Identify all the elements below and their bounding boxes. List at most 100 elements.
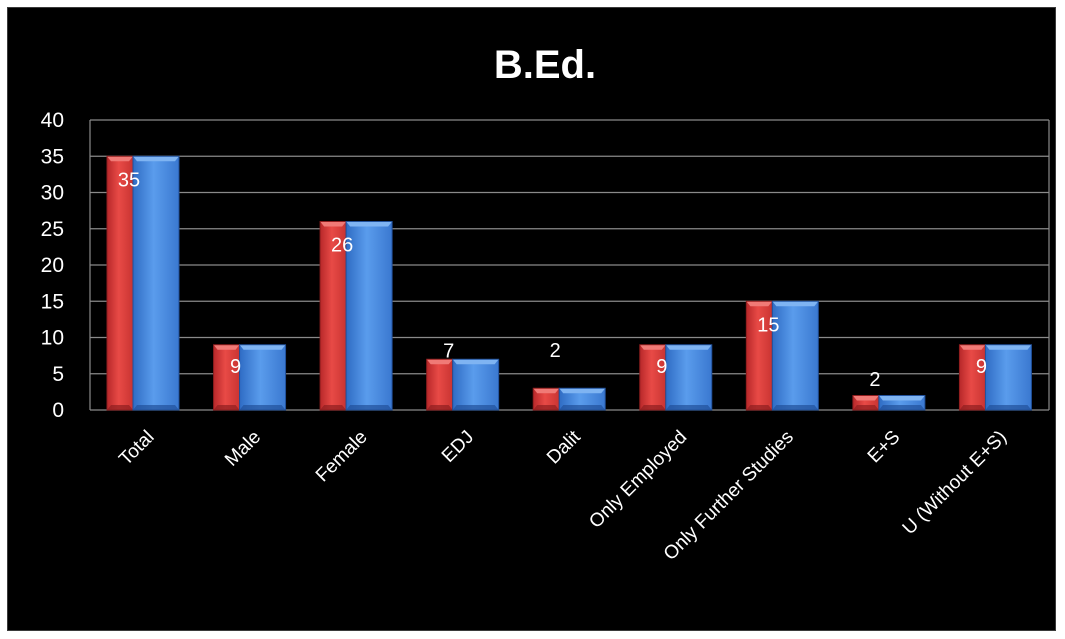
bar-face <box>772 301 819 410</box>
bar-bevel-bottom <box>452 405 499 410</box>
bar-blue-6 <box>771 300 819 411</box>
chart-frame: B.Ed. 0 5 10 15 20 25 30 35 40 35 9 26 7 2 9 15 2 9 Tota… <box>7 7 1056 631</box>
bar-red-0 <box>106 155 134 411</box>
bar-bevel-top <box>559 388 606 394</box>
y-tick-label: 40 <box>41 109 64 132</box>
y-tick-label: 25 <box>41 218 64 241</box>
bar-bevel-top <box>239 344 286 350</box>
y-tick-label: 15 <box>41 290 64 313</box>
bar-blue-3 <box>452 358 500 411</box>
y-tick-label: 20 <box>41 254 64 277</box>
bar-red-5 <box>639 344 667 411</box>
data-label-8: 9 <box>976 356 987 378</box>
category-label-4: Dalit <box>543 426 585 468</box>
category-label-2: Female <box>312 427 372 487</box>
bar-bevel-bottom <box>213 405 240 410</box>
data-labels: 35 9 26 7 2 9 15 2 9 <box>118 169 987 391</box>
bar-face <box>533 388 560 410</box>
bar-red-4 <box>532 387 560 411</box>
bar-blue-0 <box>132 155 180 411</box>
bar-bevel-top <box>533 388 560 394</box>
bar-bevel-top <box>320 221 347 227</box>
bar-outline <box>345 221 393 411</box>
bar-blue-1 <box>239 344 287 411</box>
bar-blue-2 <box>345 221 393 411</box>
bar-face <box>133 156 179 410</box>
bar-bevel-top <box>426 359 453 365</box>
bar-outline <box>239 344 287 411</box>
bar-bevel-top <box>878 395 925 401</box>
bar-face <box>320 221 347 410</box>
bar-face <box>665 344 712 410</box>
bar-bevel-bottom <box>133 405 179 410</box>
bar-outline <box>452 358 500 411</box>
category-label-3: EDJ <box>438 427 478 467</box>
bar-bevel-bottom <box>985 405 1032 410</box>
bar-face <box>426 359 453 410</box>
bar-red-7 <box>852 395 880 411</box>
bar-outline <box>984 344 1032 411</box>
bar-bevel-bottom <box>239 405 286 410</box>
category-label-1: Male <box>221 427 265 471</box>
bar-bevel-bottom <box>852 405 879 410</box>
data-label-7: 2 <box>869 369 880 391</box>
bar-red-8 <box>958 344 986 411</box>
bar-bevel-top <box>746 301 773 307</box>
bar-face <box>107 156 133 410</box>
y-tick-label: 5 <box>52 363 64 386</box>
bar-bevel-bottom <box>107 405 133 410</box>
y-tick-label: 0 <box>52 399 64 422</box>
category-labels: Total Male Female EDJ Dalit Only EmployedOnly… <box>115 426 1011 565</box>
bar-blue-4 <box>558 387 606 411</box>
data-label-5: 9 <box>656 356 667 378</box>
bar-face <box>985 344 1032 410</box>
bar-bevel-bottom <box>533 405 560 410</box>
data-label-2: 26 <box>331 235 353 257</box>
bar-outline <box>132 155 180 411</box>
bar-face <box>959 344 986 410</box>
bar-face <box>213 344 240 410</box>
data-label-0: 35 <box>118 169 140 191</box>
bar-bevel-bottom <box>559 405 606 410</box>
bar-face <box>639 344 666 410</box>
data-label-4: 2 <box>550 340 561 362</box>
bar-bevel-top <box>639 344 666 350</box>
category-label-7: E+S <box>864 427 905 468</box>
bar-outline <box>878 395 926 411</box>
bar-red-3 <box>426 358 454 411</box>
bar-blue-5 <box>665 344 713 411</box>
bar-bevel-top <box>213 344 240 350</box>
bar-bevel-bottom <box>665 405 712 410</box>
bar-face <box>746 301 773 410</box>
category-label-0: Total <box>115 427 158 470</box>
bar-outline <box>771 300 819 411</box>
bar-bevel-top <box>107 156 133 162</box>
bar-red-2 <box>319 221 347 411</box>
bar-bevel-top <box>852 395 879 401</box>
bar-red-1 <box>213 344 241 411</box>
bar-blue-8 <box>984 344 1032 411</box>
bar-bevel-bottom <box>320 405 347 410</box>
y-tick-label: 10 <box>41 327 64 350</box>
bar-bevel-bottom <box>746 405 773 410</box>
bar-red-6 <box>745 300 773 411</box>
bar-face <box>239 344 286 410</box>
bar-bevel-bottom <box>878 405 925 410</box>
bar-bevel-top <box>959 344 986 350</box>
data-label-3: 7 <box>443 340 454 362</box>
bar-face <box>559 388 606 410</box>
bars <box>106 155 1032 411</box>
bar-blue-7 <box>878 395 926 411</box>
bar-bevel-bottom <box>639 405 666 410</box>
category-label-5: Only Employed <box>585 427 691 533</box>
bar-bevel-top <box>772 301 819 307</box>
y-axis-ticks: 0 5 10 15 20 25 30 35 40 <box>41 109 64 422</box>
bar-outline <box>665 344 713 411</box>
bar-bevel-top <box>452 359 499 365</box>
bar-bevel-top <box>346 221 393 227</box>
bar-bevel-bottom <box>772 405 819 410</box>
y-tick-label: 30 <box>41 182 64 205</box>
bar-bevel-bottom <box>959 405 986 410</box>
bar-chart: B.Ed. 0 5 10 15 20 25 30 35 40 35 9 26 7 2 9 15 2 9 Tota… <box>41 43 1050 565</box>
data-label-6: 15 <box>757 314 779 336</box>
